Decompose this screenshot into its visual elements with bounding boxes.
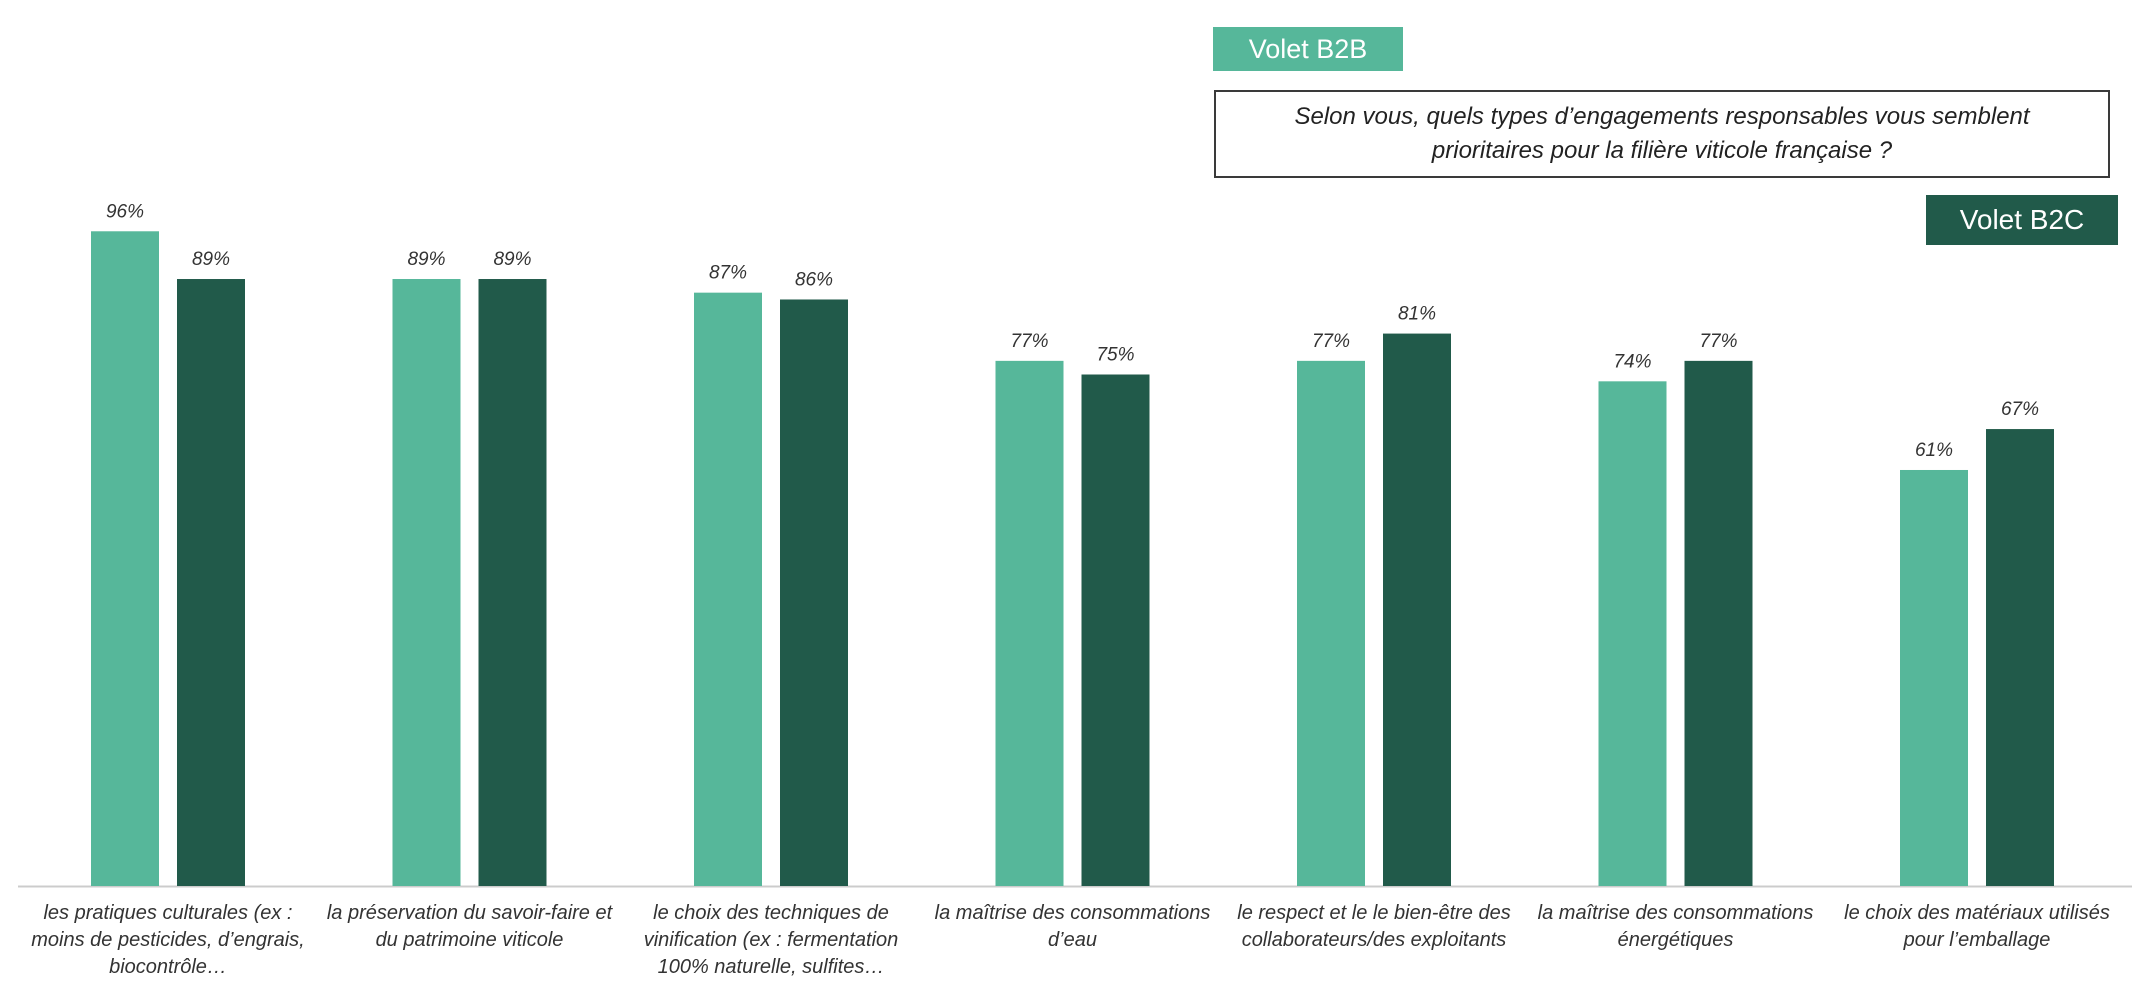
bar-b2b-4 <box>995 360 1064 886</box>
bar-b2c-7 <box>1986 429 2054 886</box>
data-label-b2b-4: 77% <box>1010 331 1048 352</box>
data-label-b2c-5: 81% <box>1398 304 1436 325</box>
bar-b2b-3 <box>694 292 762 886</box>
data-label-b2b-7: 61% <box>1915 440 1953 461</box>
bar-b2b-2 <box>392 279 461 886</box>
legend-b2c-tag: Volet B2C <box>1926 195 2118 245</box>
category-label-7: le choix des matériaux utilisés pour l’e… <box>1844 902 2110 951</box>
data-label-b2c-4: 75% <box>1096 345 1134 366</box>
bar-b2c-2 <box>478 279 547 886</box>
data-label-b2c-1: 89% <box>192 249 230 270</box>
bar-b2b-6 <box>1598 381 1667 886</box>
bar-b2c-4 <box>1081 374 1150 886</box>
bar-b2c-5 <box>1383 333 1451 887</box>
category-label-3: le choix des techniques de vinification … <box>643 902 899 978</box>
bar-b2c-3 <box>780 299 848 887</box>
bar-b2c-1 <box>177 279 245 886</box>
category-label-4: la maîtrise des consommations d’eau <box>934 902 1211 951</box>
data-label-b2b-2: 89% <box>407 249 445 270</box>
bar-b2b-7 <box>1900 469 1968 886</box>
legend-b2b-tag: Volet B2B <box>1213 27 1403 71</box>
bar-b2c-6 <box>1684 360 1753 886</box>
data-label-b2b-5: 77% <box>1312 331 1350 352</box>
data-label-b2c-3: 86% <box>795 269 833 290</box>
data-label-b2b-6: 74% <box>1613 351 1651 372</box>
category-label-1: les pratiques culturales (ex : moins de … <box>31 902 305 978</box>
data-label-b2b-3: 87% <box>709 263 747 284</box>
data-label-b2b-1: 96% <box>106 201 144 222</box>
bar-b2b-5 <box>1297 360 1365 886</box>
data-label-b2c-6: 77% <box>1699 331 1737 352</box>
question-box: Selon vous, quels types d’engagements re… <box>1214 90 2110 178</box>
bar-b2b-1 <box>91 231 159 886</box>
data-label-b2c-7: 67% <box>2001 399 2039 420</box>
category-label-2: la préservation du savoir-faire et du pa… <box>326 902 613 951</box>
category-label-6: la maîtrise des consommations énergétiqu… <box>1537 902 1814 951</box>
data-label-b2c-2: 89% <box>493 249 531 270</box>
category-label-5: le respect et le le bien-être des collab… <box>1237 902 1511 951</box>
